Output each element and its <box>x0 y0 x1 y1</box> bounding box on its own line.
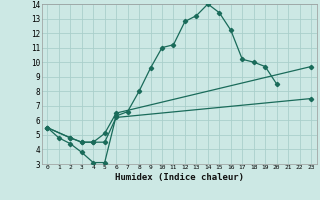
X-axis label: Humidex (Indice chaleur): Humidex (Indice chaleur) <box>115 173 244 182</box>
